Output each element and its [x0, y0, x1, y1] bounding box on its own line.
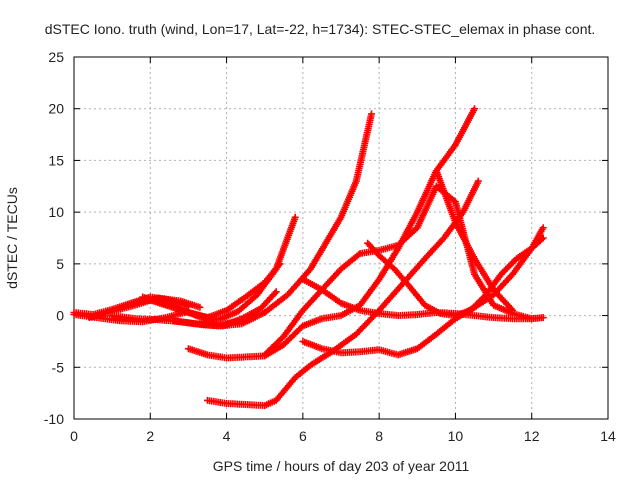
y-axis-label: dSTEC / TECUs: [4, 187, 20, 289]
axis-ticks: [73, 56, 609, 420]
series-13-points: [299, 224, 547, 359]
y-tick-label: 15: [48, 152, 64, 168]
x-tick-labels: 0 2 4 6 8 10 12 14: [70, 428, 616, 444]
x-tick-label: 8: [375, 428, 383, 444]
y-tick-label: 25: [48, 49, 64, 65]
x-tick-label: 6: [299, 428, 307, 444]
plot-frame: [73, 56, 609, 420]
y-tick-label: 10: [48, 204, 64, 220]
series-13: [299, 224, 547, 359]
y-tick-label: 20: [48, 101, 64, 117]
x-axis-label: GPS time / hours of day 203 of year 2011: [213, 458, 470, 474]
y-tick-label: -10: [44, 411, 64, 427]
x-tick-label: 14: [600, 428, 616, 444]
series-8: [169, 110, 375, 330]
y-tick-label: 5: [56, 256, 64, 272]
chart-title: dSTEC Iono. truth (wind, Lon=17, Lat=-22…: [45, 21, 596, 37]
data-series: [70, 105, 547, 410]
x-tick-label: 12: [524, 428, 540, 444]
series-15: [432, 167, 517, 314]
series-14-points: [364, 234, 547, 320]
series-15-points: [432, 167, 517, 314]
series-8-points: [169, 110, 375, 330]
y-tick-labels: -10 -5 0 5 10 15 20 25: [44, 49, 64, 427]
x-tick-label: 4: [223, 428, 231, 444]
series-11: [261, 182, 547, 359]
series-14: [364, 234, 547, 320]
y-tick-label: 0: [56, 308, 64, 324]
series-11-points: [261, 182, 547, 359]
grid-lines: [74, 57, 608, 419]
x-tick-label: 2: [146, 428, 154, 444]
y-tick-label: -5: [52, 359, 65, 375]
x-tick-label: 0: [70, 428, 78, 444]
x-tick-label: 10: [448, 428, 464, 444]
